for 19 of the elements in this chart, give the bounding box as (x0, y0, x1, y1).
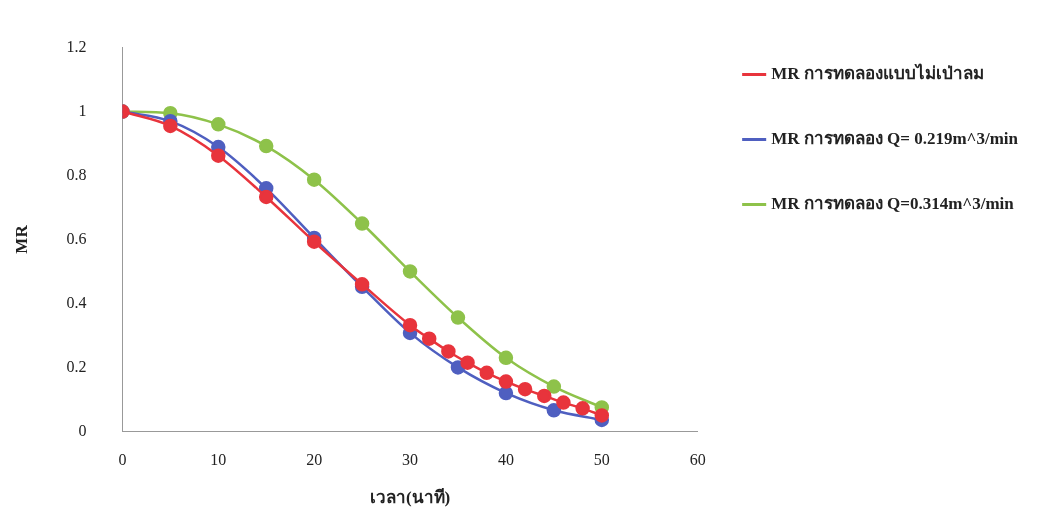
x-tick-label: 10 (210, 451, 227, 469)
x-tick-label: 0 (118, 451, 127, 469)
y-tick-label: 1.2 (66, 37, 87, 55)
y-tick-label: 0.4 (66, 293, 87, 311)
x-tick-label: 60 (689, 451, 706, 469)
legend-label: MR การทดลองแบบไม่เป่าลม (771, 62, 984, 83)
x-tick-label: 30 (402, 451, 419, 469)
y-tick-label: 0 (78, 421, 87, 439)
y-tick-label: 0.2 (66, 357, 87, 375)
legend-label: MR การทดลอง Q=0.314m^3/min (771, 193, 1015, 213)
y-tick-label: 0.8 (66, 165, 87, 183)
x-tick-label: 40 (497, 451, 514, 469)
y-tick-label: 0.6 (66, 229, 87, 247)
x-tick-label: 20 (306, 451, 323, 469)
legend-label: MR การทดลอง Q= 0.219m^3/min (771, 128, 1019, 148)
x-axis-title: เวลา(นาที) (369, 487, 451, 508)
y-axis-title: MR (11, 224, 31, 254)
y-tick-label: 1 (78, 101, 87, 119)
x-tick-label: 50 (593, 451, 610, 469)
